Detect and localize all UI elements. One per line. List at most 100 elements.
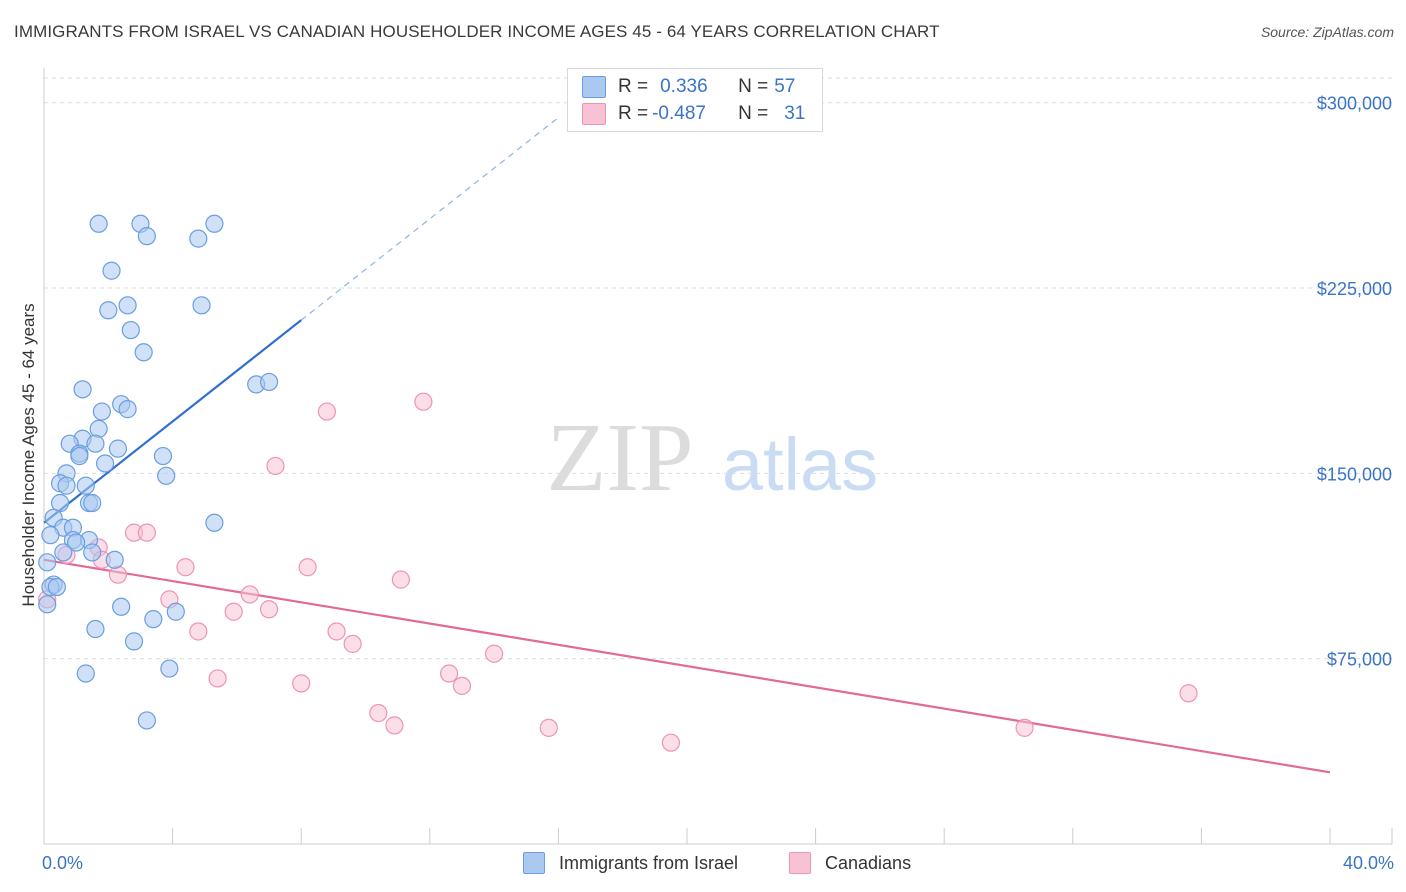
point-canadians <box>1015 718 1034 737</box>
y-tick-label: $75,000 <box>1327 650 1392 670</box>
bottom-legend-canadians: Canadians <box>789 852 911 874</box>
legend-swatch-israel <box>582 76 606 98</box>
point-israel <box>160 659 179 678</box>
point-israel <box>166 602 185 621</box>
point-canadians <box>539 718 558 737</box>
chart-title: IMMIGRANTS FROM ISRAEL VS CANADIAN HOUSE… <box>14 22 940 41</box>
point-israel <box>86 619 105 639</box>
point-israel <box>86 434 105 453</box>
point-canadians <box>452 676 472 695</box>
point-israel <box>67 533 86 552</box>
legend-n-label: N = <box>738 103 769 124</box>
point-israel <box>192 296 211 315</box>
point-israel <box>112 597 131 616</box>
y-axis-label: Householder Income Ages 45 - 64 years <box>19 303 38 606</box>
point-israel <box>105 550 124 569</box>
bottom-legend-label-canadians: Canadians <box>825 852 912 873</box>
point-canadians <box>298 558 317 577</box>
legend-r-value: -0.487 <box>652 103 706 124</box>
trendline-canadians <box>43 558 1331 774</box>
point-canadians <box>385 716 404 735</box>
point-israel <box>54 543 73 562</box>
y-tick-labels: $75,000 $150,000 $225,000 $300,000 <box>1317 94 1392 670</box>
grid <box>44 77 1392 660</box>
point-canadians <box>439 664 459 683</box>
point-canadians <box>266 456 285 476</box>
point-israel <box>47 577 66 597</box>
point-canadians <box>108 565 128 584</box>
y-tick-label: $300,000 <box>1317 94 1392 114</box>
point-israel <box>89 214 108 233</box>
point-israel <box>57 476 76 495</box>
point-canadians <box>317 402 337 421</box>
x-axis-min-label: 0.0% <box>42 853 84 873</box>
point-israel <box>157 466 176 485</box>
point-israel <box>95 454 115 473</box>
point-israel <box>73 380 92 399</box>
trendline-israel-extension <box>300 117 559 321</box>
point-israel <box>83 493 102 513</box>
bottom-legend-israel: Immigrants from Israel <box>523 852 738 874</box>
point-israel <box>134 343 153 362</box>
point-israel <box>89 419 108 438</box>
point-canadians <box>240 585 259 604</box>
x-axis-max-label: 40.0% <box>1342 853 1394 873</box>
legend-row-israel: R = 0.336 N = 57 <box>582 74 795 100</box>
data-points <box>38 214 1198 752</box>
point-canadians <box>485 644 504 663</box>
bottom-legend-label-israel: Immigrants from Israel <box>559 852 739 873</box>
legend-swatch-canadians <box>582 103 606 125</box>
point-israel <box>153 446 173 466</box>
legend-n-label: N = <box>738 76 769 97</box>
y-tick-label: $150,000 <box>1317 464 1392 484</box>
point-israel <box>41 526 60 545</box>
point-canadians <box>414 392 433 411</box>
source-label: Source: ZipAtlas.com <box>1260 24 1394 40</box>
point-israel <box>38 553 57 572</box>
point-israel <box>38 595 57 614</box>
point-israel <box>118 400 137 419</box>
legend-r-label: R = <box>618 103 649 124</box>
point-israel <box>99 301 118 320</box>
point-canadians <box>391 570 410 589</box>
point-canadians <box>343 634 362 653</box>
legend-r-label: R = <box>618 76 649 97</box>
point-canadians <box>327 622 346 641</box>
stats-legend: R = 0.336 N = 57 R = -0.487 N = 31 <box>567 68 823 132</box>
y-tick-label: $225,000 <box>1317 279 1392 299</box>
bottom-legend-swatch-israel <box>523 852 545 874</box>
watermark-zip: ZIP <box>547 404 694 512</box>
point-israel <box>76 476 95 495</box>
point-israel <box>118 296 137 315</box>
point-israel <box>121 320 140 340</box>
axes <box>43 68 1393 845</box>
watermark: ZIP atlas <box>547 404 879 512</box>
point-israel <box>102 261 121 280</box>
point-canadians <box>189 622 208 641</box>
legend-r-value: 0.336 <box>660 76 708 97</box>
point-israel <box>205 513 224 532</box>
watermark-atlas: atlas <box>722 423 878 506</box>
point-israel <box>144 610 163 629</box>
point-canadians <box>137 523 156 542</box>
legend-n-value: 57 <box>774 76 796 97</box>
point-israel <box>92 402 111 421</box>
point-canadians <box>661 733 681 752</box>
point-israel <box>70 446 89 466</box>
point-canadians <box>224 602 243 621</box>
point-israel <box>205 214 224 233</box>
point-israel <box>83 543 102 562</box>
point-israel <box>124 632 144 651</box>
legend-row-canadians: R = -0.487 N = 31 <box>582 101 805 127</box>
point-canadians <box>369 703 388 723</box>
point-canadians <box>176 558 195 577</box>
point-israel <box>137 711 156 730</box>
point-israel <box>108 439 128 458</box>
legend-n-value: 31 <box>784 103 806 124</box>
point-canadians <box>208 669 227 688</box>
point-israel <box>189 229 208 248</box>
bottom-legend-swatch-canadians <box>789 852 811 874</box>
point-israel <box>76 664 95 683</box>
point-israel <box>137 227 156 246</box>
